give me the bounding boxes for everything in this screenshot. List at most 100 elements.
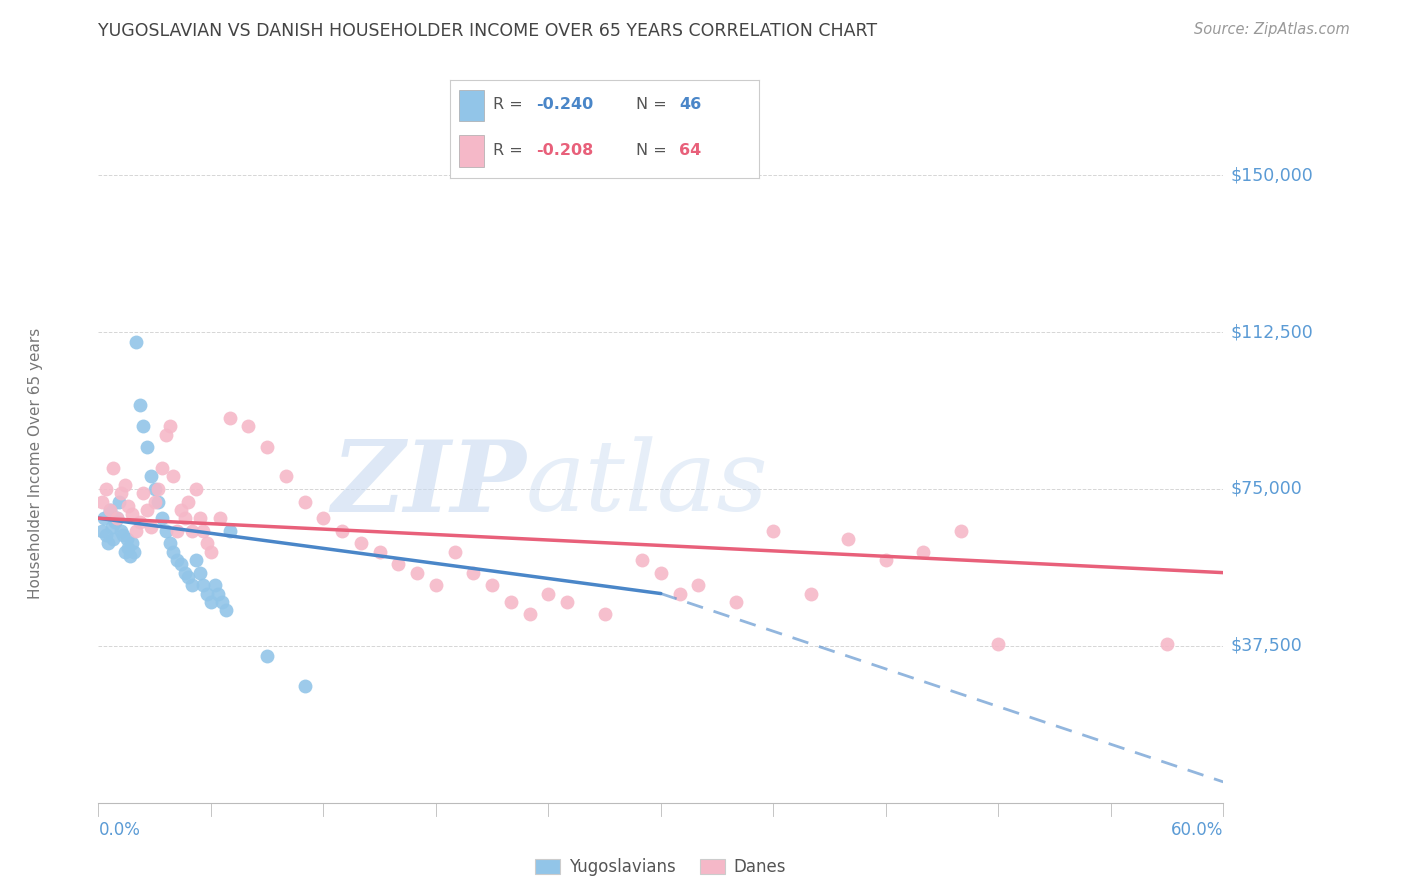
Point — [104, 516, 127, 530]
Point — [188, 566, 211, 580]
Point — [668, 586, 690, 600]
Point — [294, 494, 316, 508]
Point — [218, 524, 240, 538]
Point — [114, 477, 136, 491]
Point — [593, 607, 616, 622]
Point — [155, 524, 177, 538]
Point — [150, 461, 173, 475]
Text: $150,000: $150,000 — [1230, 166, 1313, 184]
Point — [162, 469, 184, 483]
Point — [115, 532, 138, 546]
Text: atlas: atlas — [526, 436, 769, 532]
Point — [181, 578, 204, 592]
Point — [406, 566, 429, 580]
Point — [218, 410, 240, 425]
Point — [519, 607, 541, 622]
Point — [481, 578, 503, 592]
Point — [162, 545, 184, 559]
Point — [143, 494, 166, 508]
Point — [105, 511, 128, 525]
Point — [387, 558, 409, 572]
Point — [159, 536, 181, 550]
Point — [949, 524, 972, 538]
Point — [150, 511, 173, 525]
Point — [128, 516, 150, 530]
Text: $37,500: $37,500 — [1230, 637, 1302, 655]
Point — [184, 553, 207, 567]
Point — [114, 545, 136, 559]
Text: -0.240: -0.240 — [537, 97, 593, 112]
Point — [256, 649, 278, 664]
Point — [108, 494, 131, 508]
Point — [110, 524, 132, 538]
Point — [368, 545, 391, 559]
Text: $112,500: $112,500 — [1230, 323, 1313, 341]
Point — [837, 532, 859, 546]
Point — [215, 603, 238, 617]
Text: 0.0%: 0.0% — [98, 821, 141, 838]
Point — [294, 679, 316, 693]
Text: 64: 64 — [679, 144, 702, 159]
Text: 60.0%: 60.0% — [1171, 821, 1223, 838]
Point — [274, 469, 297, 483]
Text: YUGOSLAVIAN VS DANISH HOUSEHOLDER INCOME OVER 65 YEARS CORRELATION CHART: YUGOSLAVIAN VS DANISH HOUSEHOLDER INCOME… — [98, 22, 877, 40]
Point — [177, 494, 200, 508]
Text: R =: R = — [494, 97, 529, 112]
Bar — [460, 90, 484, 121]
Point — [200, 545, 222, 559]
Point — [111, 528, 134, 542]
Point — [193, 578, 215, 592]
Bar — [460, 136, 484, 167]
Point — [122, 545, 145, 559]
Point — [91, 494, 114, 508]
Point — [105, 511, 128, 525]
Point — [136, 440, 159, 454]
Point — [125, 524, 148, 538]
Point — [93, 511, 115, 525]
Point — [155, 427, 177, 442]
Point — [125, 335, 148, 350]
Point — [204, 578, 226, 592]
Point — [132, 419, 155, 434]
Point — [103, 532, 125, 546]
Point — [100, 519, 122, 533]
Point — [170, 558, 193, 572]
Point — [181, 524, 204, 538]
Point — [555, 595, 578, 609]
Point — [207, 586, 229, 600]
Point — [195, 586, 218, 600]
Point — [650, 566, 672, 580]
Point — [98, 503, 121, 517]
Point — [312, 511, 335, 525]
Point — [110, 486, 132, 500]
Point — [443, 545, 465, 559]
Point — [184, 482, 207, 496]
Point — [148, 494, 170, 508]
Legend: Yugoslavians, Danes: Yugoslavians, Danes — [529, 851, 793, 882]
Point — [139, 519, 162, 533]
Point — [97, 536, 120, 550]
Point — [1156, 637, 1178, 651]
Point — [170, 503, 193, 517]
Point — [98, 503, 121, 517]
Text: Householder Income Over 65 years: Householder Income Over 65 years — [28, 328, 42, 599]
Point — [94, 528, 117, 542]
Point — [120, 549, 142, 563]
Point — [159, 419, 181, 434]
Point — [173, 511, 195, 525]
Point — [238, 419, 260, 434]
Point — [987, 637, 1010, 651]
Point — [330, 524, 353, 538]
Point — [800, 586, 823, 600]
Point — [463, 566, 485, 580]
Point — [117, 499, 139, 513]
Point — [94, 482, 117, 496]
Point — [350, 536, 373, 550]
Text: N =: N = — [636, 144, 672, 159]
Point — [117, 541, 139, 555]
Point — [91, 524, 114, 538]
Point — [121, 507, 143, 521]
Text: ZIP: ZIP — [330, 436, 526, 533]
Point — [148, 482, 170, 496]
Point — [166, 524, 188, 538]
